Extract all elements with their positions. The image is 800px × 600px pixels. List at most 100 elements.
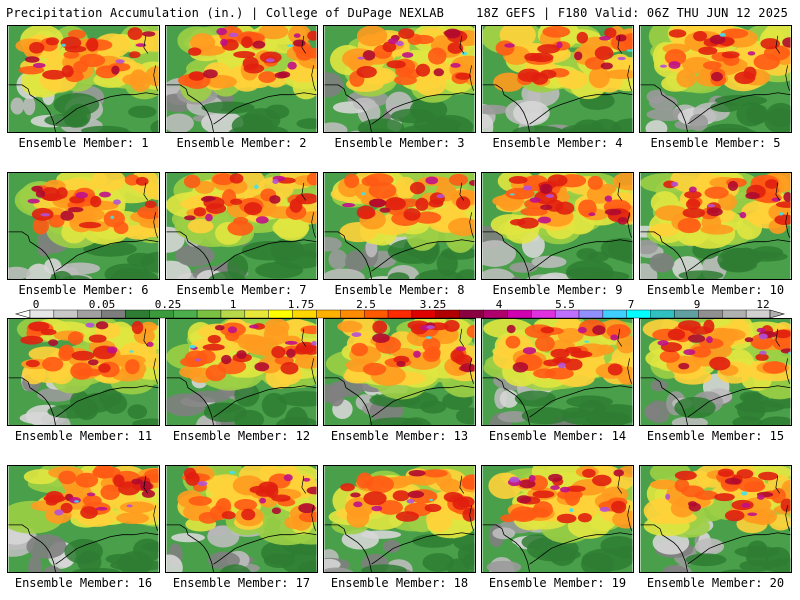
legend-tick-label: 4 [495,298,503,311]
legend-tick-labels: 0 0.05 0.25 1 1.75 2.5 3.25 4 5.5 7 9 12 [0,298,800,311]
precip-map [7,465,160,573]
legend-color-swatch [77,309,102,319]
precip-map [481,465,634,573]
ensemble-member-panel: Ensemble Member: 7 [165,172,318,297]
legend-color-swatch [173,309,198,319]
legend-color-swatch [316,309,341,319]
precip-map [481,318,634,426]
legend-color-swatch [363,309,389,319]
legend-color-swatch [435,309,460,319]
legend-color-swatch [292,309,317,319]
ensemble-member-label: Ensemble Member: 19 [488,576,627,590]
ensemble-member-label: Ensemble Member: 14 [488,429,627,443]
ensemble-member-label: Ensemble Member: 12 [172,429,311,443]
legend-color-swatch [196,309,222,319]
ensemble-member-label: Ensemble Member: 5 [650,136,781,150]
precip-map [7,318,160,426]
legend-color-swatch [698,309,723,319]
ensemble-member-label: Ensemble Member: 16 [14,576,153,590]
ensemble-member-panel: Ensemble Member: 3 [323,25,476,150]
legend-color-swatch [244,309,269,319]
ensemble-member-label: Ensemble Member: 3 [334,136,465,150]
ensemble-member-label: Ensemble Member: 2 [176,136,307,150]
ensemble-member-label: Ensemble Member: 10 [646,283,785,297]
ensemble-member-panel: Ensemble Member: 5 [639,25,792,150]
ensemble-member-panel: Ensemble Member: 12 [165,318,318,443]
legend-color-swatch [411,309,437,319]
precip-map [165,25,318,133]
ensemble-member-panel: Ensemble Member: 11 [7,318,160,443]
ensemble-member-label: Ensemble Member: 1 [18,136,149,150]
precip-map [481,25,634,133]
ensemble-member-panel: Ensemble Member: 6 [7,172,160,297]
ensemble-member-label: Ensemble Member: 13 [330,429,469,443]
ensemble-member-panel: Ensemble Member: 9 [481,172,634,297]
precip-map [323,318,476,426]
legend-color-swatch [125,309,150,319]
ensemble-member-panel: Ensemble Member: 8 [323,172,476,297]
ensemble-member-panel: Ensemble Member: 17 [165,465,318,590]
ensemble-member-panel: Ensemble Member: 10 [639,172,792,297]
ensemble-member-label: Ensemble Member: 8 [334,283,465,297]
precip-map [639,318,792,426]
ensemble-member-label: Ensemble Member: 4 [492,136,623,150]
precip-map [323,465,476,573]
ensemble-member-label: Ensemble Member: 17 [172,576,311,590]
precip-legend: 0 0.05 0.25 1 1.75 2.5 3.25 4 5.5 7 9 12 [0,298,800,322]
legend-color-swatch [459,309,484,319]
ensemble-member-panel: Ensemble Member: 16 [7,465,160,590]
precip-map [165,465,318,573]
precip-map [7,25,160,133]
ensemble-member-label: Ensemble Member: 6 [18,283,149,297]
ensemble-member-label: Ensemble Member: 7 [176,283,307,297]
legend-color-swatch [268,309,293,319]
precip-map [7,172,160,280]
legend-color-swatch [745,309,771,319]
ensemble-member-panel: Ensemble Member: 4 [481,25,634,150]
precip-map [639,25,792,133]
legend-color-swatch [602,309,627,319]
precip-map [639,172,792,280]
map-title: Precipitation Accumulation (in.) | Colle… [6,6,445,20]
legend-color-swatch [507,309,532,319]
legend-left-arrow [14,309,31,319]
precip-map [165,172,318,280]
ensemble-member-label: Ensemble Member: 15 [646,429,785,443]
legend-tick-label: 7 [627,298,635,311]
ensemble-member-label: Ensemble Member: 11 [14,429,153,443]
legend-tick-label: 3.25 [419,298,447,311]
ensemble-member-panel: Ensemble Member: 2 [165,25,318,150]
legend-tick-label: 1 [229,298,237,311]
legend-tick-label: 0.25 [154,298,182,311]
ensemble-member-panel: Ensemble Member: 19 [481,465,634,590]
run-info: 18Z GEFS | F180 Valid: 06Z THU JUN 12 20… [476,6,788,20]
precip-map [165,318,318,426]
ensemble-member-label: Ensemble Member: 20 [646,576,785,590]
legend-tick-label: 9 [693,298,701,311]
legend-color-bar [14,309,786,319]
ensemble-member-panel: Ensemble Member: 13 [323,318,476,443]
legend-color-swatch [650,309,675,319]
legend-color-swatch [101,309,126,319]
legend-color-swatch [674,309,699,319]
legend-color-swatch [483,309,508,319]
precip-map [639,465,792,573]
ensemble-member-panel: Ensemble Member: 15 [639,318,792,443]
legend-color-swatch [340,309,365,319]
precip-map [323,25,476,133]
legend-color-swatch [53,309,78,319]
legend-color-swatch [578,309,604,319]
legend-color-swatch [722,309,747,319]
legend-tick-label: 1.75 [287,298,315,311]
legend-tick-label: 12 [756,298,770,311]
legend-color-swatch [554,309,580,319]
legend-color-swatch [220,309,246,319]
legend-color-swatch [29,309,55,319]
legend-tick-label: 5.5 [555,298,575,311]
legend-tick-label: 0.05 [88,298,116,311]
ensemble-member-panel: Ensemble Member: 1 [7,25,160,150]
ensemble-member-panel: Ensemble Member: 18 [323,465,476,590]
legend-color-swatch [626,309,651,319]
ensemble-member-label: Ensemble Member: 18 [330,576,469,590]
